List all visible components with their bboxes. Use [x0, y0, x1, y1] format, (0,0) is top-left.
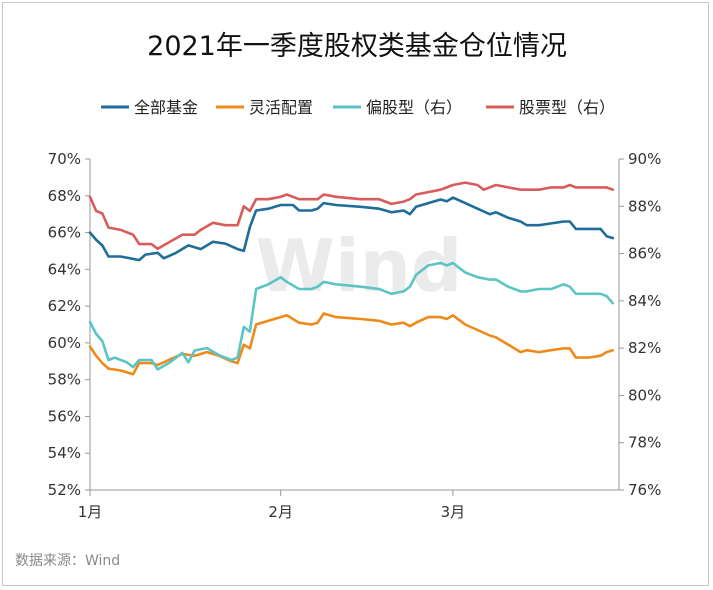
series-line-4	[88, 181, 615, 251]
right-tick-label: 82%	[628, 339, 661, 357]
right-tick-label: 90%	[628, 150, 661, 168]
x-tick-label: 1月	[78, 503, 103, 521]
left-tick-label: 70%	[48, 150, 81, 168]
chart-title: 2021年一季度股权类基金仓位情况	[147, 31, 567, 62]
x-tick-label: 3月	[441, 503, 466, 521]
right-tick-label: 76%	[628, 481, 661, 499]
left-tick-label: 54%	[48, 444, 81, 462]
right-tick-label: 78%	[628, 434, 661, 452]
right-axis-ticks: 76% 78% 80% 82% 84% 86% 88% 90%	[619, 150, 661, 499]
x-tick-label: 2月	[268, 503, 293, 521]
legend: 全部基金 灵活配置 偏股型（右） 股票型（右）	[101, 98, 615, 117]
x-axis-ticks: 1月 2月 3月	[78, 490, 465, 521]
right-tick-label: 86%	[628, 245, 661, 263]
series-line-3	[88, 261, 615, 371]
left-tick-label: 58%	[48, 371, 81, 389]
left-tick-label: 62%	[48, 297, 81, 315]
left-tick-label: 66%	[48, 224, 81, 242]
axes	[89, 159, 620, 491]
right-tick-label: 88%	[628, 197, 661, 215]
right-tick-label: 84%	[628, 292, 661, 310]
series-line-1	[88, 196, 615, 262]
left-tick-label: 68%	[48, 187, 81, 205]
line-chart: Wind 2021年一季度股权类基金仓位情况 全部基金 灵活配置 偏股型（右） 股票型…	[15, 31, 661, 569]
left-axis-ticks: 52% 54% 56% 58% 60% 62% 64% 66% 68% 70%	[48, 150, 90, 499]
legend-label-2: 灵活配置	[249, 98, 313, 117]
series-line-2	[88, 312, 615, 376]
left-tick-label: 56%	[48, 407, 81, 425]
legend-label-4: 股票型（右）	[519, 98, 615, 117]
left-tick-label: 60%	[48, 334, 81, 352]
right-tick-label: 80%	[628, 386, 661, 404]
left-tick-label: 52%	[48, 481, 81, 499]
legend-label-1: 全部基金	[134, 98, 198, 117]
series-lines	[88, 181, 615, 376]
source-note: 数据来源：Wind	[15, 553, 120, 569]
legend-label-3: 偏股型（右）	[366, 98, 462, 117]
left-tick-label: 64%	[48, 260, 81, 278]
